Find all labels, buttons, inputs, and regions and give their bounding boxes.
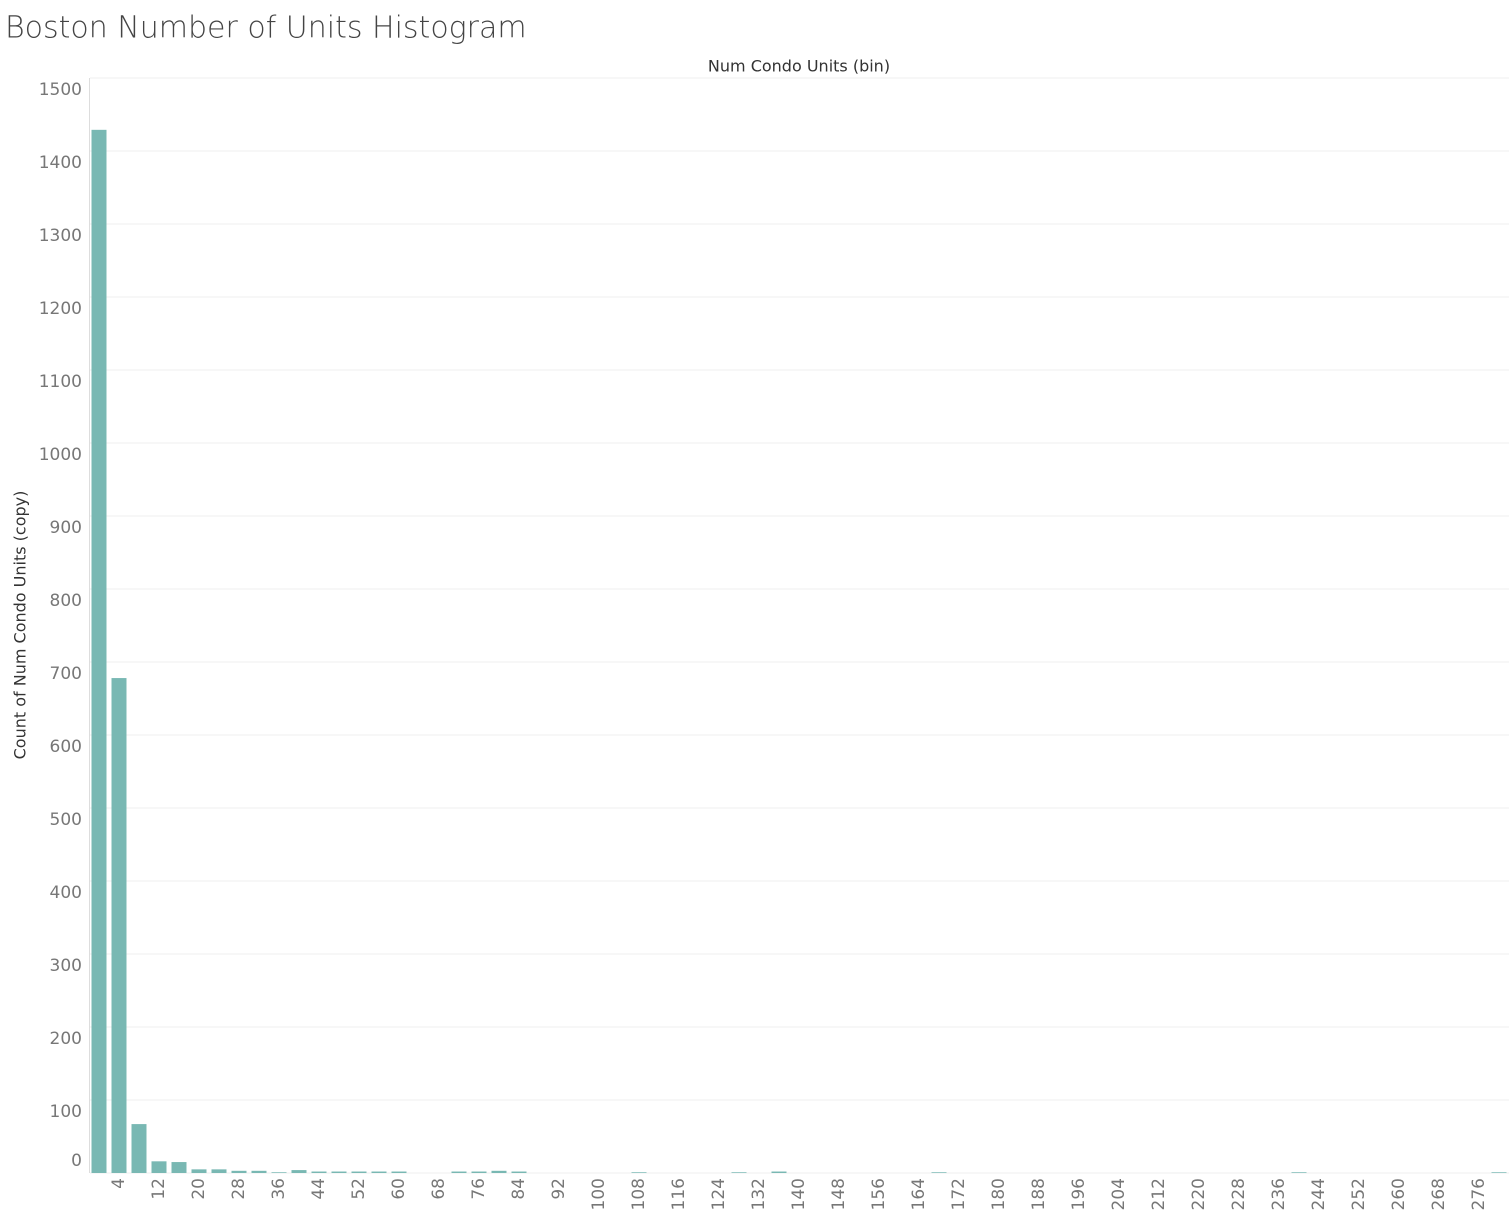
y-tick-label: 1500 — [39, 80, 82, 100]
x-tick-label: 148 — [829, 1178, 849, 1210]
bar — [311, 1171, 327, 1173]
y-tick-label: 800 — [50, 591, 82, 611]
bar — [271, 1172, 287, 1173]
x-tick-label: 196 — [1069, 1178, 1089, 1210]
bar — [391, 1171, 407, 1173]
bar — [631, 1172, 647, 1173]
x-tick-label: 180 — [989, 1178, 1009, 1210]
x-tick-label: 268 — [1429, 1178, 1449, 1210]
x-tick-label: 244 — [1309, 1178, 1329, 1210]
bar — [351, 1171, 367, 1173]
y-tick-label: 100 — [50, 1102, 82, 1122]
y-tick-label: 700 — [50, 664, 82, 684]
x-tick-label: 44 — [309, 1178, 329, 1200]
x-tick-label: 108 — [629, 1178, 649, 1210]
x-tick-label: 84 — [509, 1178, 529, 1200]
bar — [91, 129, 107, 1174]
x-tick-label: 132 — [749, 1178, 769, 1210]
bar — [471, 1171, 487, 1173]
x-tick-label: 156 — [869, 1178, 889, 1210]
x-tick-label: 36 — [269, 1178, 289, 1200]
x-tick-label: 236 — [1269, 1178, 1289, 1210]
y-tick-label: 600 — [50, 737, 82, 757]
y-tick-label: 200 — [50, 1029, 82, 1049]
y-tick-label: 1200 — [39, 299, 82, 319]
x-tick-label: 4 — [109, 1178, 129, 1189]
y-tick-label: 300 — [50, 956, 82, 976]
x-tick-label: 68 — [429, 1178, 449, 1200]
y-tick-label: 900 — [50, 518, 82, 538]
x-tick-label: 92 — [549, 1178, 569, 1200]
x-tick-label: 212 — [1149, 1178, 1169, 1210]
bar — [511, 1171, 527, 1173]
bar — [771, 1171, 787, 1173]
x-tick-label: 76 — [469, 1178, 489, 1200]
y-axis-title: Count of Num Condo Units (copy) — [11, 491, 30, 760]
bar — [371, 1171, 387, 1173]
x-tick-label: 164 — [909, 1178, 929, 1210]
x-tick-label: 172 — [949, 1178, 969, 1210]
x-tick-label: 116 — [669, 1178, 689, 1210]
x-tick-label: 140 — [789, 1178, 809, 1210]
bar — [211, 1169, 227, 1173]
x-tick-label: 12 — [149, 1178, 169, 1200]
y-tick-label: 500 — [50, 810, 82, 830]
bar — [131, 1124, 147, 1173]
bar — [491, 1170, 507, 1173]
y-tick-label: 1300 — [39, 226, 82, 246]
chart-title: Boston Number of Units Histogram — [5, 11, 527, 46]
bar — [191, 1169, 207, 1173]
y-tick-label: 400 — [50, 883, 82, 903]
bar — [151, 1161, 167, 1173]
bar — [1491, 1172, 1507, 1173]
bar — [331, 1171, 347, 1173]
bar — [931, 1172, 947, 1173]
x-axis-title: Num Condo Units (bin) — [708, 57, 890, 76]
x-tick-label: 100 — [589, 1178, 609, 1210]
bar — [451, 1171, 467, 1173]
x-tick-label: 252 — [1349, 1178, 1369, 1210]
x-tick-label: 276 — [1469, 1178, 1489, 1210]
bar — [231, 1170, 247, 1173]
bar — [111, 678, 127, 1173]
x-tick-label: 260 — [1389, 1178, 1409, 1210]
y-tick-label: 1400 — [39, 153, 82, 173]
y-tick-label: 1100 — [39, 372, 82, 392]
x-tick-label: 188 — [1029, 1178, 1049, 1210]
x-tick-label: 228 — [1229, 1178, 1249, 1210]
x-tick-label: 28 — [229, 1178, 249, 1200]
bar — [291, 1170, 307, 1173]
x-tick-label: 20 — [189, 1178, 209, 1200]
bar — [1291, 1172, 1307, 1173]
x-tick-label: 204 — [1109, 1178, 1129, 1210]
x-tick-label: 52 — [349, 1178, 369, 1200]
bar — [251, 1170, 267, 1173]
y-tick-label: 1000 — [39, 445, 82, 465]
x-tick-label: 60 — [389, 1178, 409, 1200]
x-tick-label: 124 — [709, 1178, 729, 1210]
bar — [171, 1162, 187, 1173]
x-tick-label: 220 — [1189, 1178, 1209, 1210]
bar — [731, 1172, 747, 1173]
y-tick-label: 0 — [71, 1151, 82, 1171]
